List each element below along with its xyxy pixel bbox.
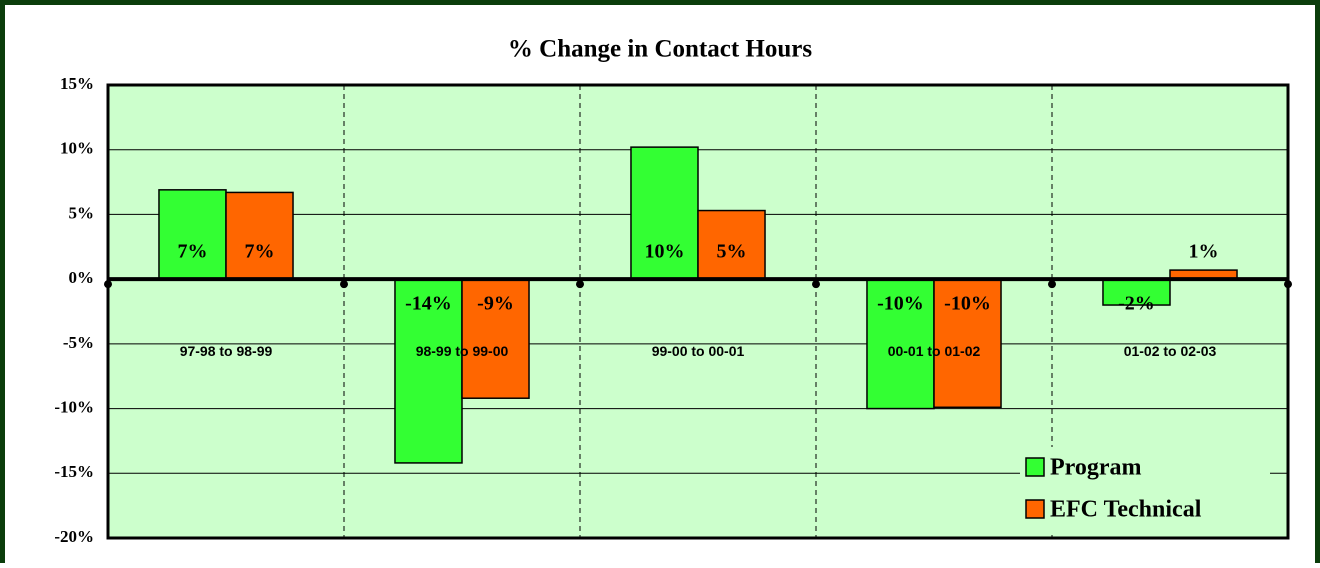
- value-label: -10%: [944, 293, 991, 315]
- axis-dot: [576, 280, 584, 289]
- value-label: 5%: [717, 241, 747, 263]
- bar: [225, 191, 294, 280]
- legend-label: Program: [1050, 455, 1142, 481]
- value-label: -9%: [477, 293, 514, 315]
- bar: [461, 278, 530, 399]
- y-tick-label: -20%: [54, 527, 94, 546]
- legend-box: [1020, 447, 1270, 531]
- axis-dot: [812, 280, 820, 289]
- x-tick-label: 00-01 to 01-02: [888, 343, 981, 359]
- axis-dot: [340, 280, 348, 289]
- y-tick-label: 10%: [60, 139, 94, 158]
- y-tick-label: 0%: [69, 268, 95, 287]
- x-tick-label: 97-98 to 98-99: [180, 343, 273, 359]
- plot-border: [106, 83, 1290, 540]
- value-label: 10%: [644, 241, 684, 263]
- y-tick-label: -5%: [63, 333, 94, 352]
- value-label: 7%: [177, 241, 207, 263]
- y-tick-label: -10%: [54, 397, 94, 416]
- chart: % Change in Contact Hours -20% -15% -10% -5…: [54, 36, 1292, 546]
- value-label: -10%: [877, 293, 924, 315]
- bar: [697, 209, 766, 280]
- legend-label: EFC Technical: [1050, 497, 1202, 523]
- x-tick-label: 01-02 to 02-03: [1124, 343, 1217, 359]
- x-tick-label: 98-99 to 99-00: [416, 343, 509, 359]
- axis-dot: [1048, 280, 1056, 289]
- y-tick-label: -15%: [54, 462, 94, 481]
- legend-swatch: [1025, 457, 1045, 477]
- legend-swatch: [1025, 499, 1045, 519]
- bar: [158, 189, 227, 280]
- value-label: 7%: [245, 241, 275, 263]
- value-label: 1%: [1189, 241, 1219, 263]
- value-label: -14%: [405, 293, 452, 315]
- value-label: -2%: [1118, 293, 1155, 315]
- y-tick-label: 15%: [60, 74, 94, 93]
- chart-title: % Change in Contact Hours: [508, 36, 812, 63]
- bar: [933, 278, 1002, 409]
- y-tick-label: 5%: [69, 203, 95, 222]
- x-tick-label: 99-00 to 00-01: [652, 343, 745, 359]
